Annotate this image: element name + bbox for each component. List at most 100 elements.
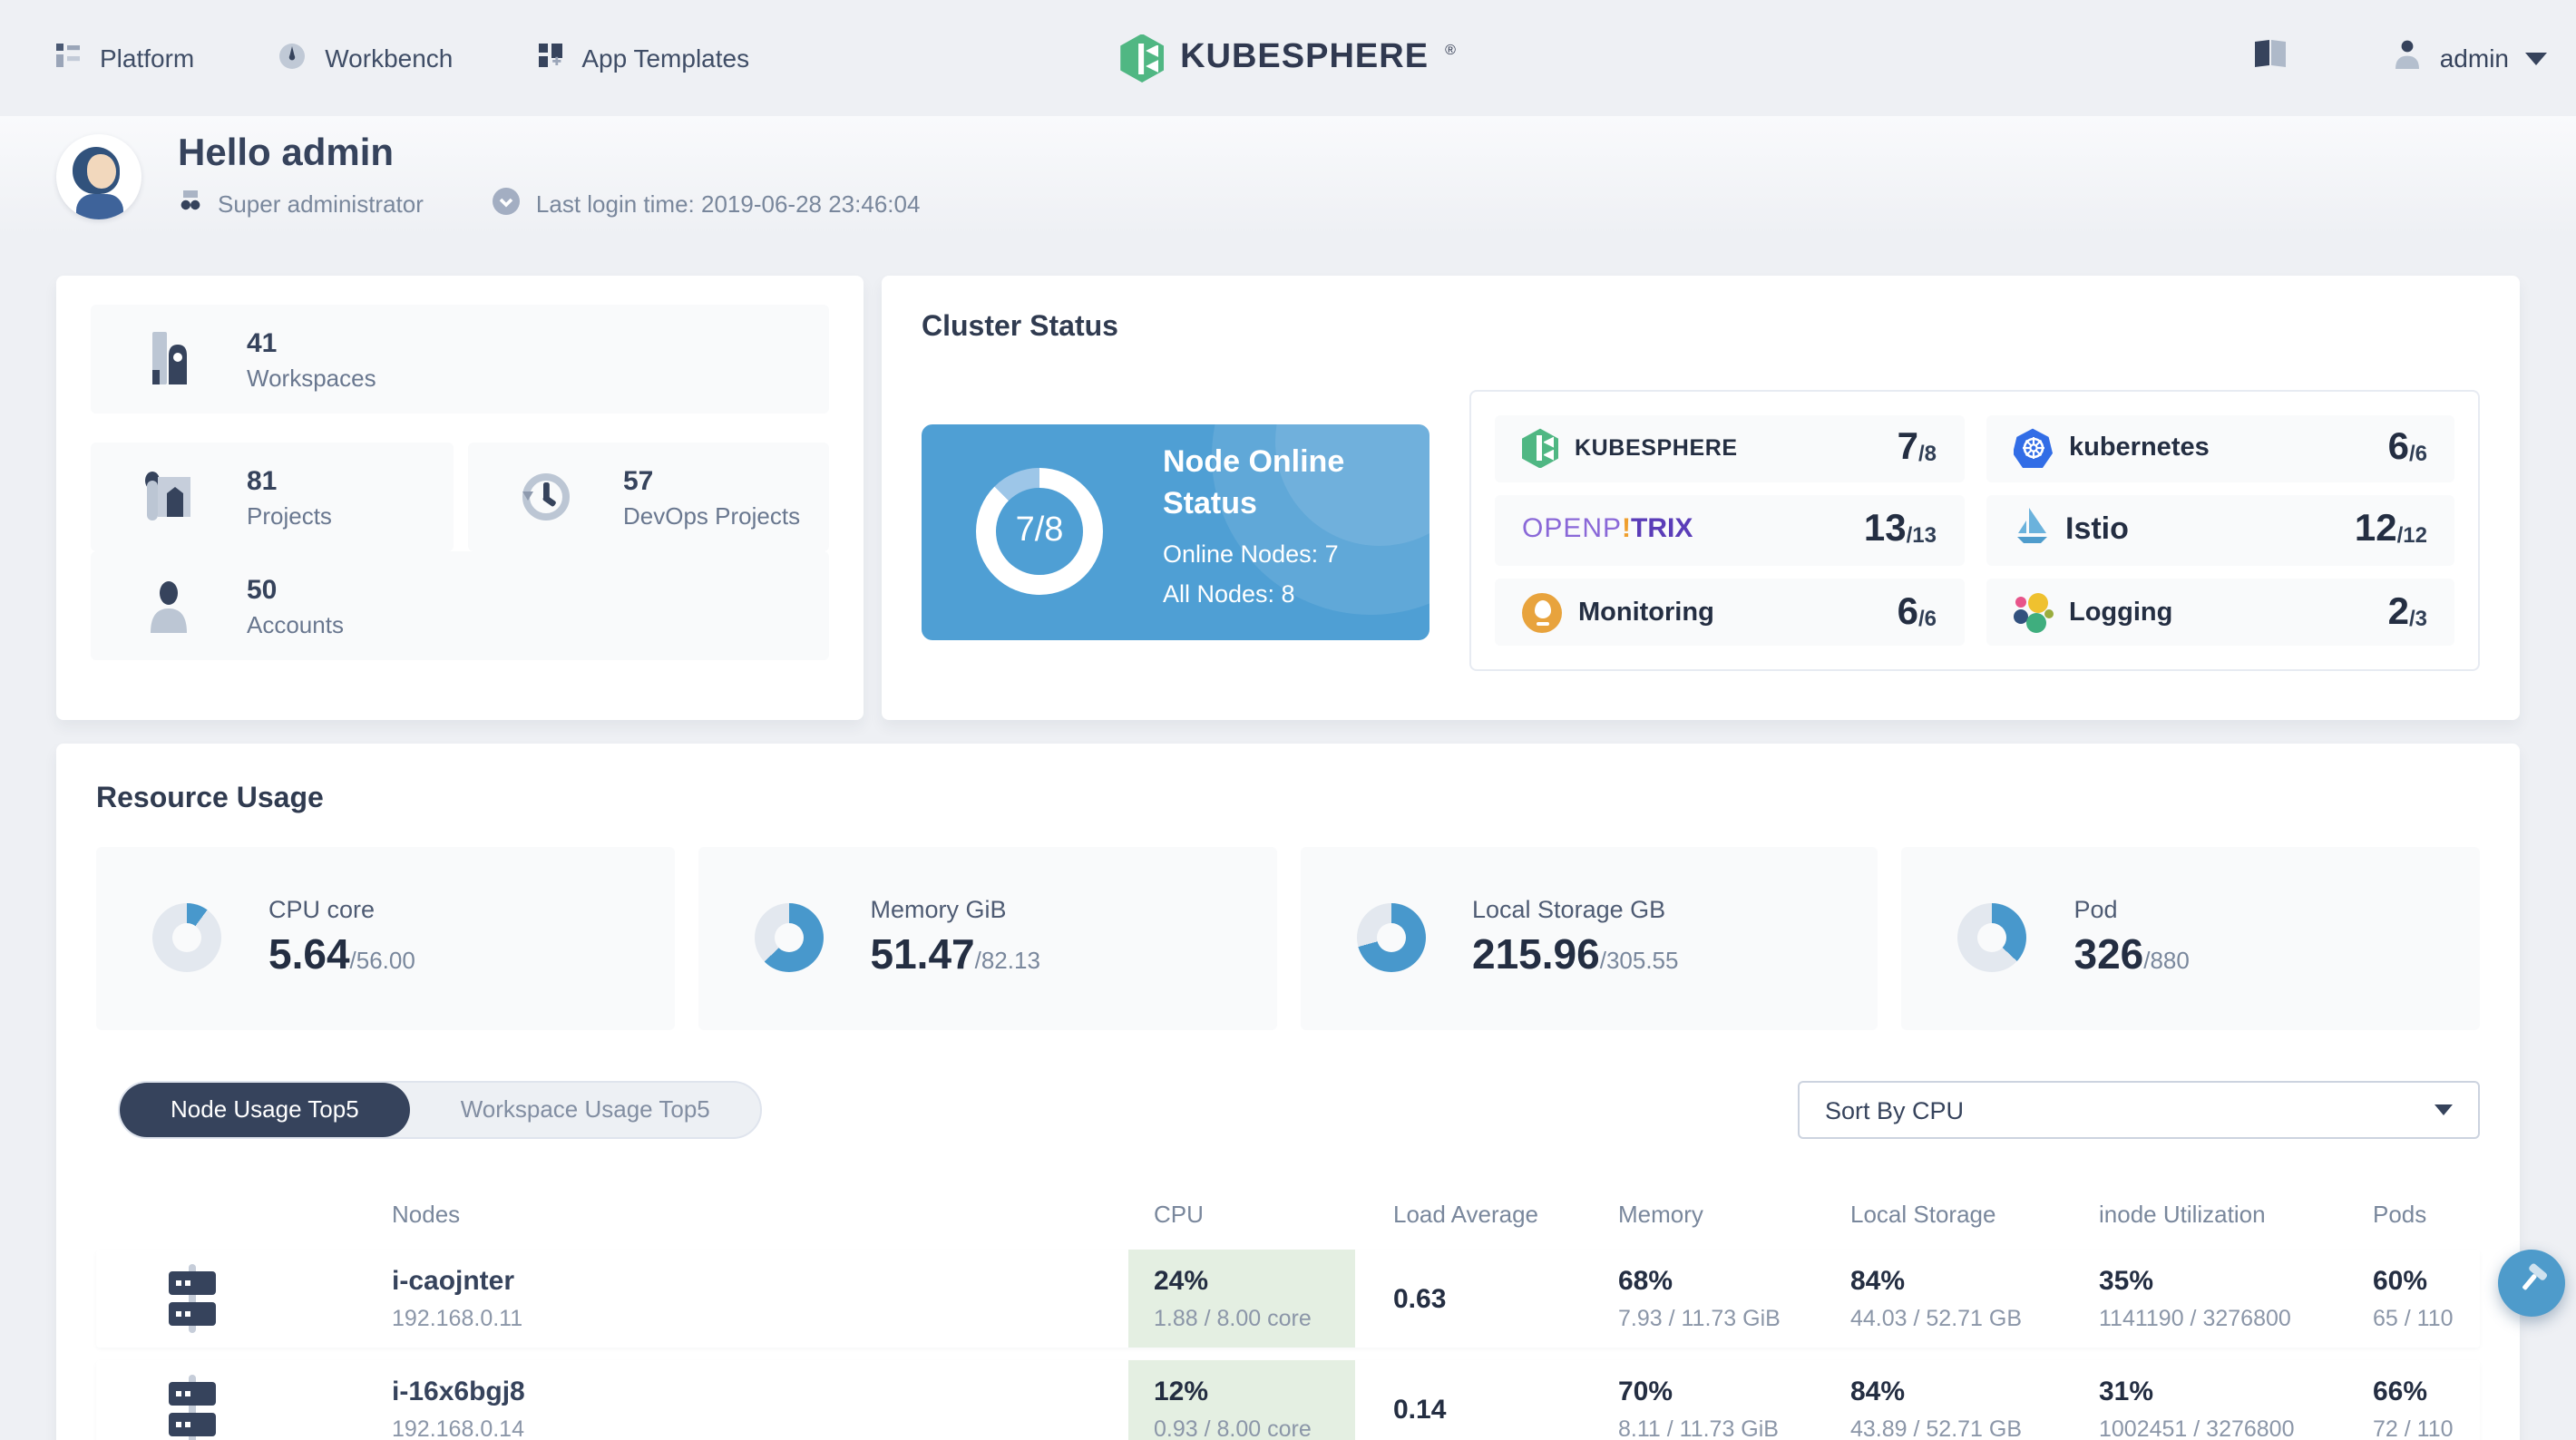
node-server-icon [169, 1375, 216, 1440]
node-ip: 192.168.0.11 [392, 1306, 523, 1331]
table-row[interactable]: i-16x6bgj8 192.168.0.14 12% 0.93 / 8.00 … [96, 1360, 2480, 1440]
load-average: 0.63 [1393, 1283, 1447, 1314]
node-online-donut: 7/8 [976, 468, 1103, 595]
nav-left: Platform Workbench App Templates [54, 41, 833, 75]
node-name: i-16x6bgj8 [392, 1377, 525, 1407]
sort-by-select[interactable]: Sort By CPU [1798, 1081, 2480, 1139]
component-total: /13 [1906, 522, 1937, 549]
accounts-person-icon [138, 579, 200, 633]
kubesphere-logo-icon [1120, 34, 1165, 83]
memory-percent: 68% [1618, 1266, 1673, 1297]
node-online-panel: 7/8 Node Online Status Online Nodes: 7 A… [922, 424, 1429, 640]
stat-tile-devops[interactable]: 57 DevOps Projects [467, 443, 829, 551]
docs-book-icon[interactable] [2253, 38, 2289, 78]
online-nodes-label: Online Nodes: 7 [1163, 540, 1339, 568]
component-monitoring: Monitoring 6 /6 [1495, 579, 1964, 646]
meter-label: Memory GiB [870, 896, 1007, 923]
nav-item-platform[interactable]: Platform [54, 42, 194, 74]
user-menu[interactable]: admin [2391, 37, 2547, 79]
tab-workspace-usage-top5[interactable]: Workspace Usage Top5 [460, 1095, 710, 1123]
logo-wordmark: KUBESPHERE [1180, 38, 1429, 76]
top-nav: Platform Workbench App Templates K [0, 0, 2576, 116]
greeting-title: Hello admin [178, 131, 395, 173]
storage-percent: 84% [1850, 1266, 1906, 1297]
toolbox-fab-button[interactable] [2498, 1250, 2565, 1317]
pods-percent: 60% [2373, 1266, 2428, 1297]
stat-value: 81 [247, 465, 278, 496]
component-openpitrix: OPENP!TRIX 13 /13 [1495, 494, 1964, 567]
kubesphere-icon [1522, 428, 1558, 469]
meter-local-storage: Local Storage GB 215.96/305.55 [1300, 847, 1878, 1030]
kubesphere-logo[interactable]: KUBESPHERE ® [1120, 34, 1456, 83]
avatar [56, 134, 141, 219]
stat-tile-workspaces[interactable]: 41 Workspaces [91, 305, 829, 414]
stat-tile-projects[interactable]: 81 Projects [91, 443, 453, 551]
col-load-average: Load Average [1393, 1201, 1538, 1228]
devops-history-icon [514, 470, 576, 524]
usage-tabs: Node Usage Top5 Workspace Usage Top5 [118, 1081, 763, 1139]
workbench-gauge-icon [278, 41, 307, 75]
component-total: /3 [2408, 605, 2427, 631]
nav-item-label: Platform [100, 44, 195, 73]
storage-donut [1356, 903, 1425, 972]
meter-total: /82.13 [974, 947, 1040, 974]
inode-detail: 1141190 / 3276800 [2099, 1306, 2291, 1331]
table-body: i-caojnter 192.168.0.11 24% 1.88 / 8.00 … [96, 1250, 2480, 1440]
workspaces-icon [138, 330, 200, 388]
meter-label: Local Storage GB [1472, 896, 1666, 923]
meter-used: 51.47 [870, 930, 975, 978]
load-average: 0.14 [1393, 1394, 1447, 1425]
stat-tile-accounts[interactable]: 50 Accounts [91, 551, 829, 660]
all-nodes-label: All Nodes: 8 [1163, 580, 1295, 608]
istio-icon [2013, 506, 2049, 555]
registered-mark: ® [1445, 41, 1456, 57]
component-logging: Logging 2 /3 [1986, 579, 2454, 646]
nav-item-app-templates[interactable]: App Templates [536, 42, 749, 74]
meter-total: /305.55 [1599, 947, 1679, 974]
storage-detail: 43.89 / 52.71 GB [1850, 1416, 2023, 1440]
col-nodes: Nodes [392, 1201, 461, 1228]
memory-percent: 70% [1618, 1377, 1673, 1407]
resource-usage-title: Resource Usage [96, 783, 324, 814]
inode-percent: 31% [2099, 1377, 2154, 1407]
platform-icon [54, 42, 82, 74]
nav-item-workbench[interactable]: Workbench [278, 41, 453, 75]
component-value: 6 [2387, 426, 2409, 469]
pods-percent: 66% [2373, 1377, 2428, 1407]
storage-detail: 44.03 / 52.71 GB [1850, 1306, 2023, 1331]
component-total: /6 [2408, 441, 2427, 467]
pod-donut [1957, 903, 2027, 972]
component-name: Logging [2069, 598, 2173, 628]
component-value: 7 [1897, 426, 1918, 469]
resource-meters: CPU core 5.64/56.00 Memory GiB 51.47/82.… [96, 847, 2480, 1030]
tab-node-usage-top5[interactable]: Node Usage Top5 [120, 1083, 410, 1137]
role-label: Super administrator [218, 190, 424, 217]
meter-label: Pod [2073, 896, 2118, 923]
component-total: /12 [2396, 522, 2427, 549]
node-online-title: Node Online Status [1163, 444, 1345, 521]
app-templates-grid-icon [536, 42, 563, 74]
memory-detail: 8.11 / 11.73 GiB [1618, 1416, 1779, 1440]
table-row[interactable]: i-caojnter 192.168.0.11 24% 1.88 / 8.00 … [96, 1250, 2480, 1348]
hello-banner: Hello admin Super administrator Last log… [0, 116, 2576, 238]
stat-value: 57 [623, 465, 654, 496]
cluster-status-card: Cluster Status 7/8 Node Online Status On… [882, 276, 2520, 720]
meter-used: 326 [2073, 930, 2144, 978]
component-value: 13 [1863, 508, 1907, 550]
meter-memory: Memory GiB 51.47/82.13 [698, 847, 1276, 1030]
stat-label: Projects [247, 501, 332, 529]
logging-icon [2013, 592, 2053, 633]
component-value: 12 [2354, 508, 2397, 550]
memory-donut [754, 903, 824, 972]
cpu-donut [152, 903, 221, 972]
openpitrix-logo: OPENP!TRIX [1522, 513, 1693, 545]
inode-detail: 1002451 / 3276800 [2099, 1416, 2295, 1440]
cpu-percent: 24% [1154, 1266, 1209, 1297]
user-icon [2391, 37, 2424, 79]
node-server-icon [169, 1264, 216, 1333]
node-online-ratio: 7/8 [1015, 511, 1064, 550]
login-time-check-icon [493, 186, 522, 220]
cpu-detail: 0.93 / 8.00 core [1154, 1416, 1312, 1440]
nav-item-label: App Templates [581, 44, 750, 73]
